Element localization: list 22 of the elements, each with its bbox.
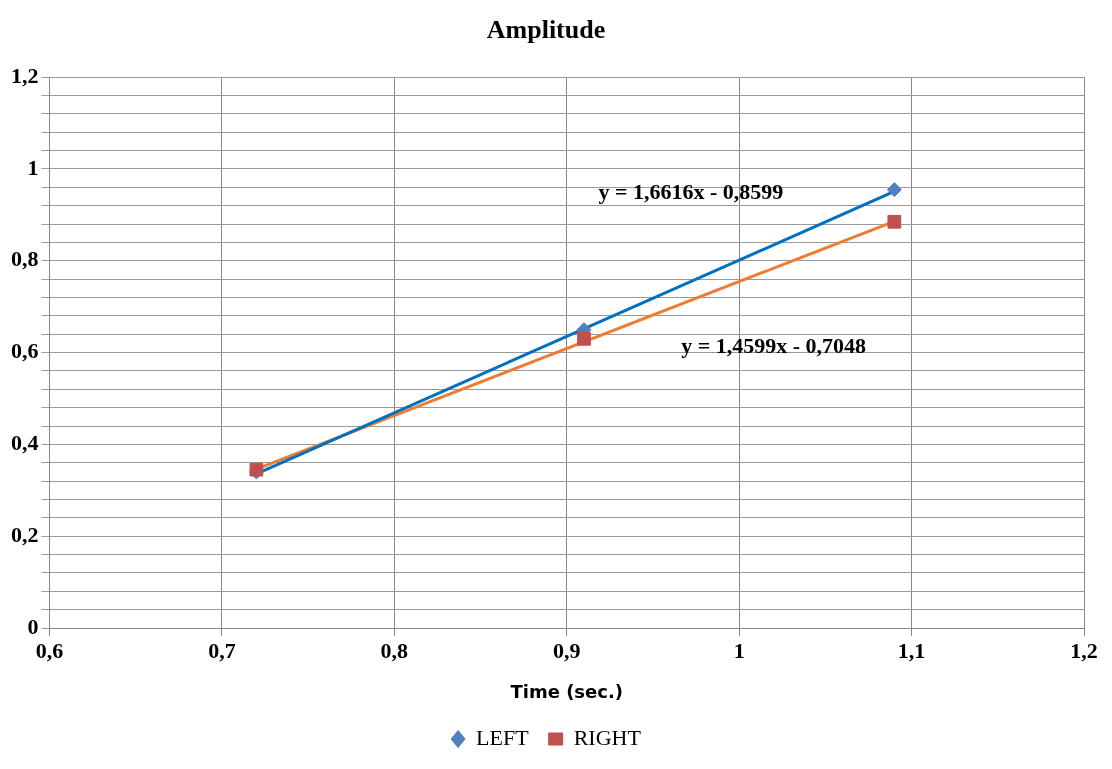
- x-tick-label: 0,9: [553, 637, 581, 663]
- y-tick-label: 0,2: [11, 521, 39, 547]
- x-tick-label: 1: [733, 637, 745, 663]
- x-tick-label: 1,1: [897, 637, 926, 663]
- x-tick-label: 0,8: [380, 637, 409, 663]
- point: [886, 182, 902, 198]
- x-axis-title: Time (sec.): [510, 680, 624, 702]
- x-tick-label: 1,2: [1070, 637, 1098, 663]
- x-tick-label: 0,7: [208, 637, 236, 663]
- y-tick-label: 1: [27, 154, 39, 180]
- y-tick-label: 0: [27, 613, 39, 639]
- point: [577, 331, 591, 346]
- y-tick-label: 0,4: [11, 430, 39, 456]
- y-tick-label: 0,6: [11, 338, 39, 364]
- chart-title: Amplitude: [486, 15, 606, 45]
- legend-label: RIGHT: [573, 724, 642, 750]
- annotation: y = 1,6616x - 0,8599: [598, 178, 784, 204]
- y-tick-label: 0,8: [11, 246, 39, 272]
- y-tick-label: 1,2: [11, 62, 39, 88]
- legend-label: LEFT: [476, 724, 530, 750]
- point: [887, 214, 902, 229]
- annotation: y = 1,4599x - 0,7048: [681, 332, 867, 358]
